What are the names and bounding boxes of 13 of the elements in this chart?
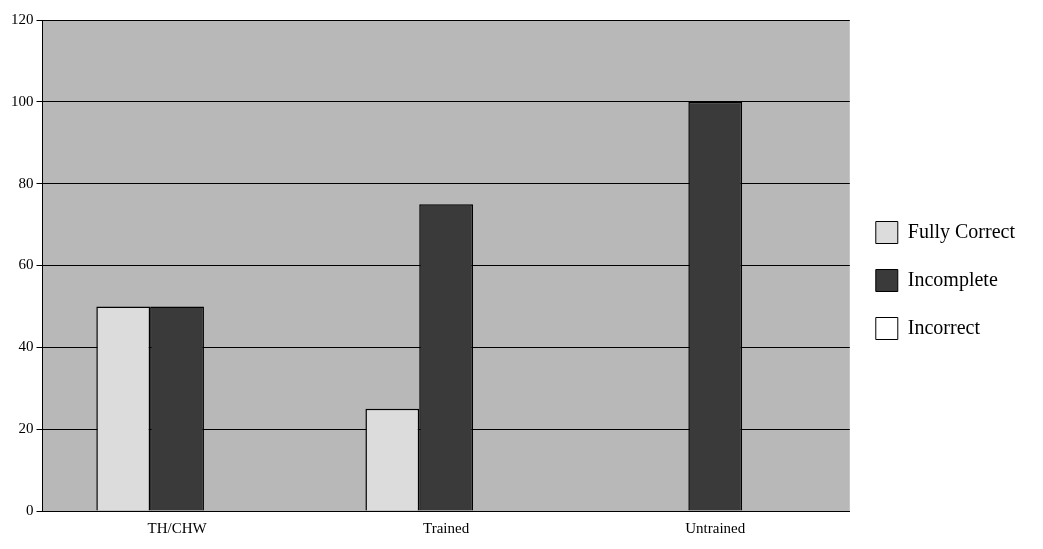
- legend-label: Incorrect: [907, 315, 981, 338]
- y-tick-label: 60: [18, 256, 34, 273]
- x-tick-label: TH/CHW: [147, 519, 208, 536]
- y-tick-label: 40: [18, 338, 34, 355]
- y-tick-label: 100: [11, 92, 34, 109]
- y-tick-label: 20: [18, 420, 34, 437]
- y-tick-label: 0: [26, 501, 34, 518]
- y-tick-label: 80: [18, 174, 34, 191]
- x-tick-label: Trained: [423, 519, 470, 536]
- legend-label: Incomplete: [907, 267, 998, 291]
- y-tick-label: 120: [11, 10, 34, 27]
- x-tick-label: Untrained: [685, 519, 746, 536]
- legend-label: Fully Correct: [907, 219, 1016, 243]
